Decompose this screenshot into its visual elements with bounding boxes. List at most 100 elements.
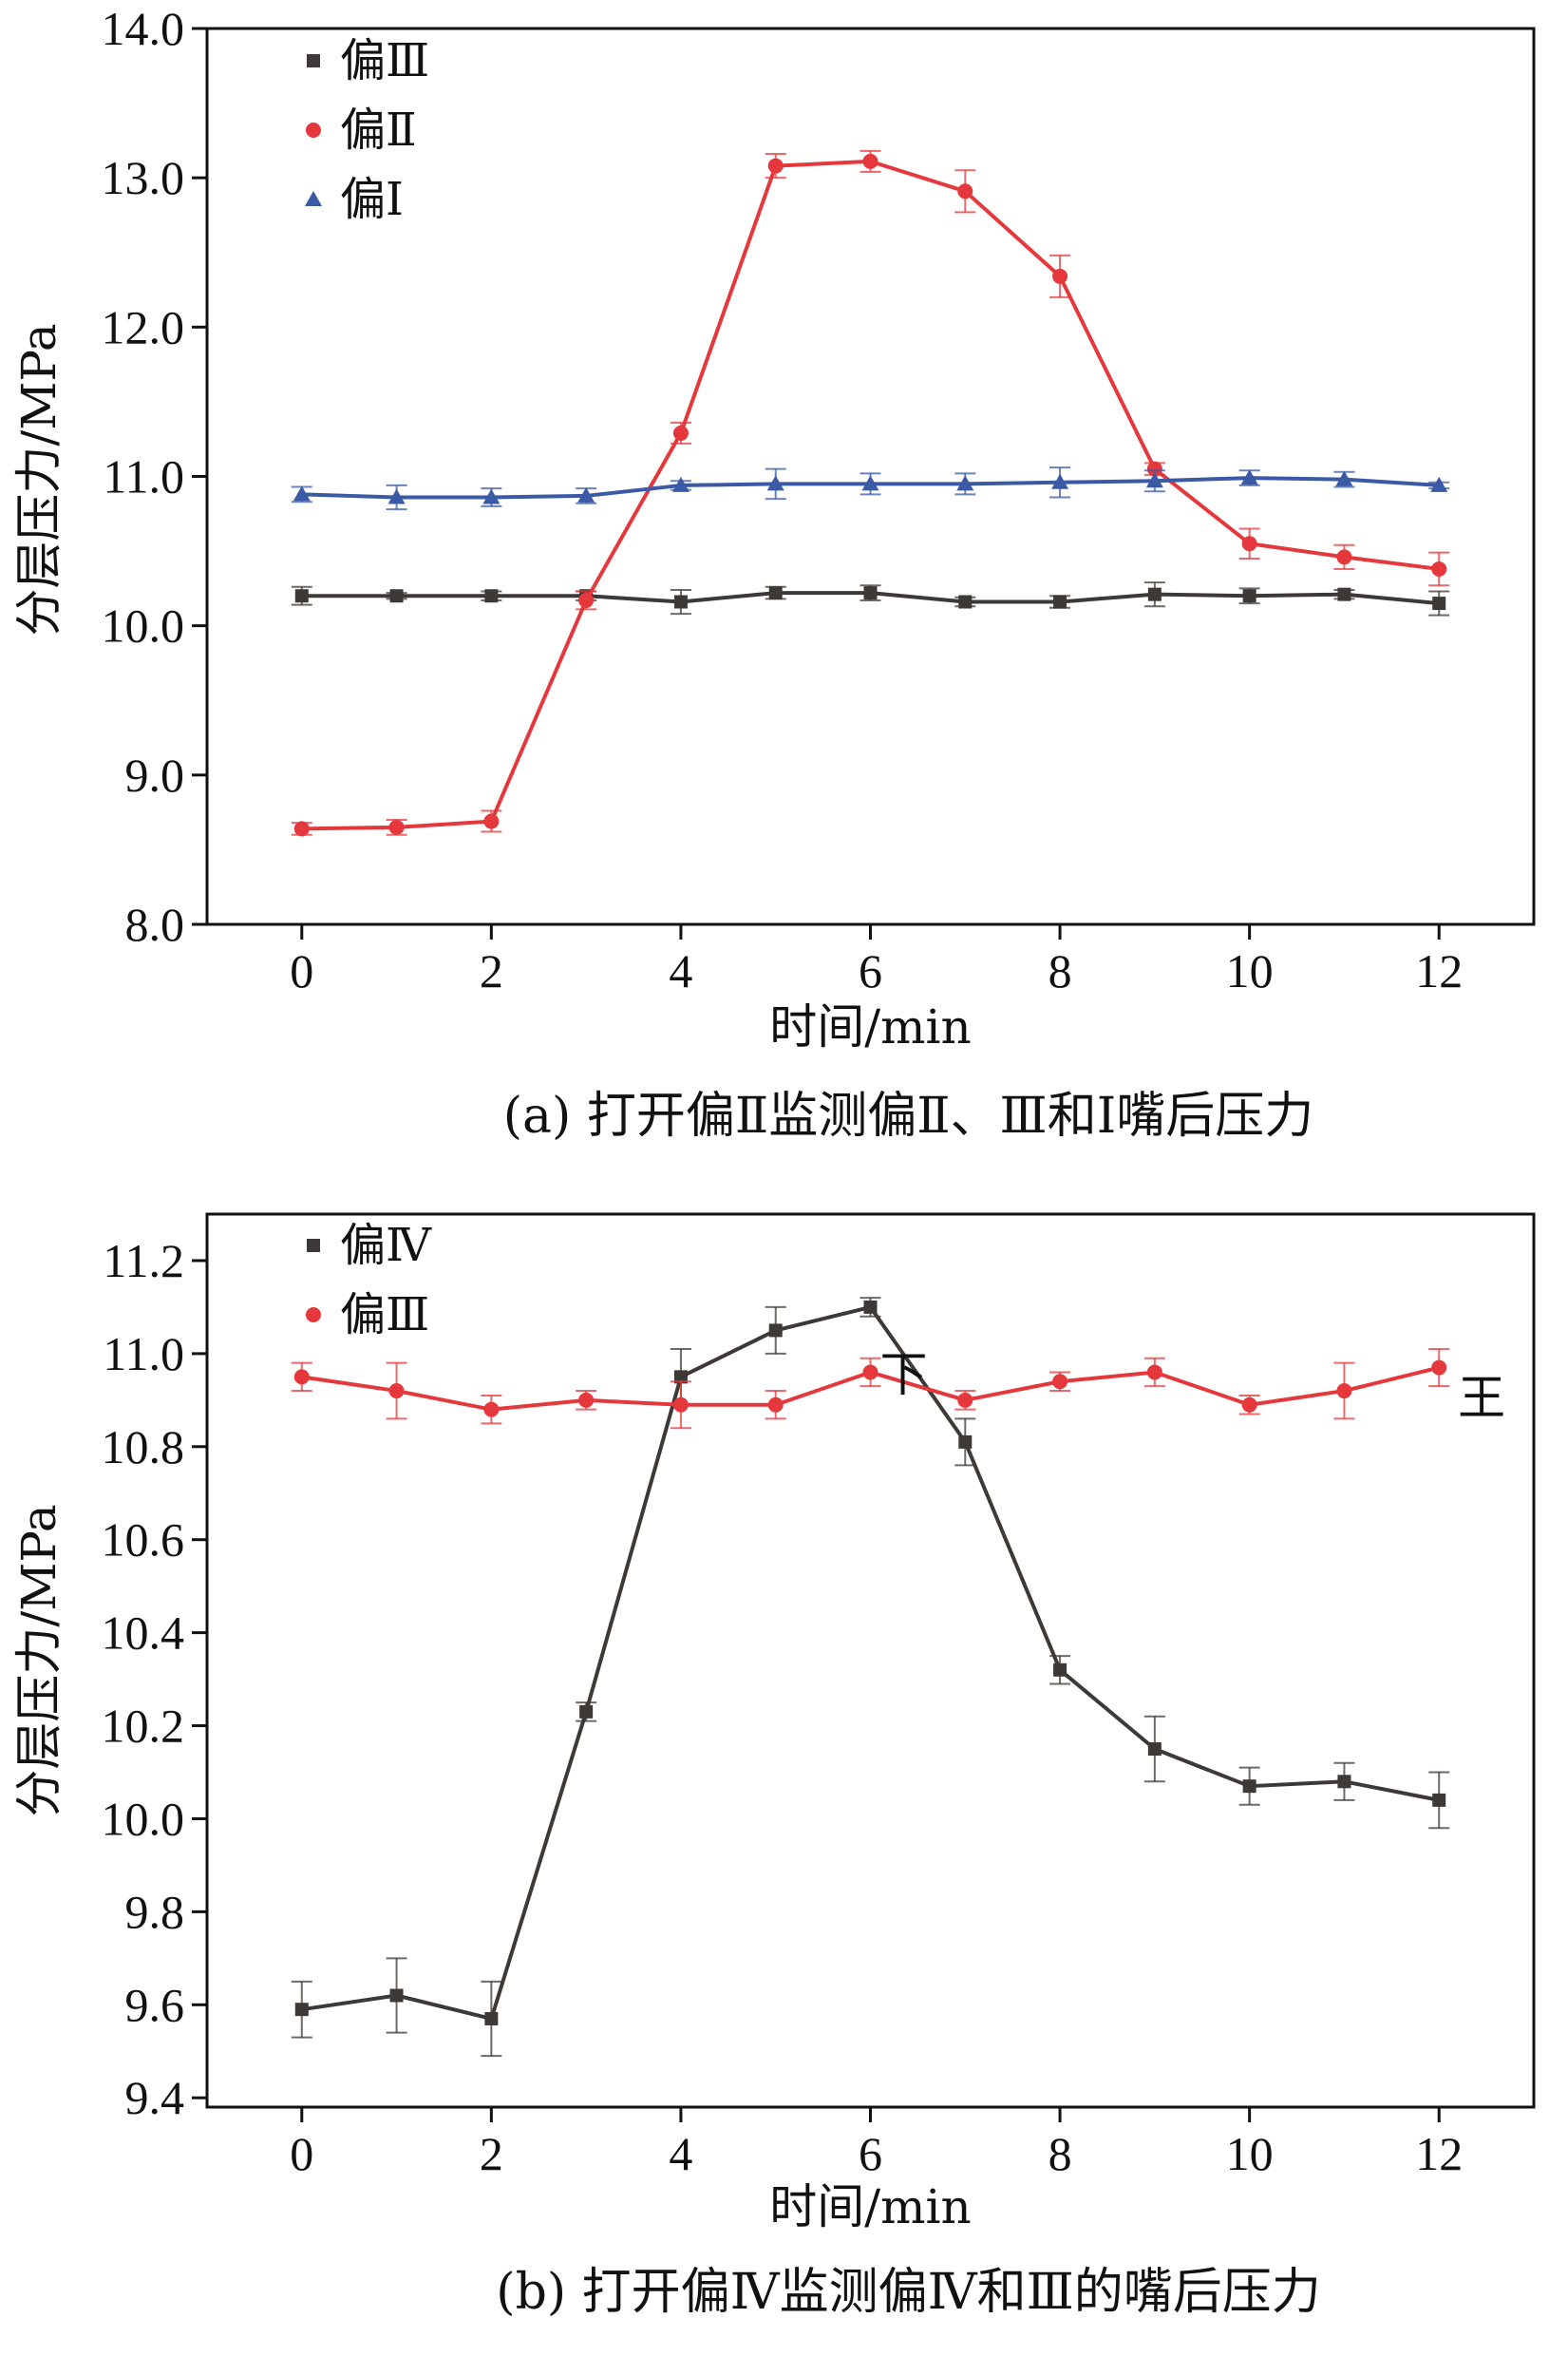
data-point [483, 813, 500, 829]
data-point [673, 595, 688, 609]
x-tick-label: 8 [1048, 2127, 1072, 2180]
panel-b: 0 2 4 6 8 10 12 9.4 9.6 9.8 10.0 10.2 10.4 10.6 10.8 11… [11, 1212, 1536, 2321]
data-point [1336, 1383, 1352, 1399]
series-square [291, 1297, 1450, 2058]
data-point [389, 1988, 404, 2003]
data-point [1146, 1364, 1162, 1380]
x-tick-label: 10 [1226, 944, 1274, 998]
series-circle [291, 149, 1450, 837]
data-point [1432, 597, 1446, 611]
y-tick-label: 10.4 [102, 1606, 185, 1660]
x-tick-label: 6 [859, 944, 882, 998]
data-point [671, 476, 690, 492]
data-point [957, 1392, 973, 1408]
y-tick-label: 10.8 [102, 1420, 185, 1473]
data-point [1242, 589, 1256, 603]
panel-a: 0 2 4 6 8 10 12 8.0 9.0 10.0 11.0 12.0 13.0 14.0 时间/mi… [11, 2, 1536, 1145]
x-tick-label: 12 [1415, 944, 1463, 998]
panel-caption: (b) 打开偏Ⅳ监测偏Ⅳ和Ⅲ的嘴后压力 [496, 2264, 1320, 2321]
data-point [1147, 1742, 1162, 1757]
data-point [579, 1704, 594, 1719]
data-point [767, 1396, 784, 1413]
legend-marker [306, 1307, 321, 1322]
data-point [1337, 587, 1351, 601]
x-tick-label: 12 [1415, 2127, 1463, 2180]
data-point [1147, 587, 1162, 601]
y-tick-label: 11.0 [103, 450, 184, 504]
x-tick-label: 0 [290, 944, 313, 998]
data-point [1432, 1793, 1446, 1807]
y-tick-label: 9.0 [125, 749, 185, 802]
data-point [1430, 476, 1448, 492]
x-tick-label: 10 [1226, 2127, 1274, 2180]
data-point [768, 586, 783, 600]
series-circle [291, 1347, 1450, 1430]
data-point [388, 1383, 405, 1399]
data-point [768, 1323, 783, 1338]
x-tick-label: 0 [290, 2127, 313, 2180]
y-tick-label: 9.4 [125, 2071, 185, 2124]
y-tick-label: 10.0 [102, 599, 185, 653]
y-axis-title: 分层压力/MPa [11, 1504, 66, 1816]
data-point [766, 475, 784, 491]
data-point [1431, 560, 1447, 577]
y-tick-label: 9.8 [125, 1885, 185, 1938]
y-tick-label: 11.2 [103, 1234, 184, 1287]
y-tick-label: 10.6 [102, 1513, 185, 1567]
y-tick-label: 8.0 [125, 898, 185, 951]
data-point [1241, 1396, 1257, 1413]
data-point [1053, 595, 1067, 609]
y-axis-title: 分层压力/MPa [11, 323, 66, 636]
legend-label: 偏Ⅱ [340, 104, 417, 157]
data-point [1240, 469, 1258, 485]
data-point [1241, 536, 1257, 552]
data-point [862, 153, 878, 169]
legend-label: 偏Ⅳ [340, 1219, 432, 1272]
annotation-text: 下 [879, 1347, 927, 1402]
data-point [484, 589, 499, 603]
data-point [957, 183, 973, 200]
data-point [1053, 1662, 1067, 1677]
data-point [1052, 268, 1068, 284]
data-point [672, 1396, 689, 1413]
data-point [1336, 549, 1352, 565]
data-point [863, 1300, 878, 1314]
legend-marker [307, 54, 320, 67]
y-tick-label: 12.0 [102, 300, 185, 353]
data-point [578, 1392, 595, 1408]
data-point [1337, 1775, 1351, 1789]
legend-label: 偏Ⅰ [340, 173, 404, 226]
data-point [958, 1434, 973, 1449]
legend-label: 偏Ⅲ [340, 34, 429, 87]
legend-marker [307, 1239, 320, 1252]
x-tick-label: 4 [669, 944, 692, 998]
x-axis-title: 时间/min [769, 2179, 971, 2234]
data-point [483, 1401, 500, 1417]
data-point [294, 2003, 309, 2017]
x-tick-label: 8 [1048, 944, 1072, 998]
data-point [767, 158, 784, 174]
data-point [578, 592, 595, 608]
data-point [1431, 1359, 1447, 1376]
data-point [484, 2011, 499, 2025]
data-point [1145, 472, 1163, 488]
series-triangle [291, 466, 1450, 511]
y-tick-label: 13.0 [102, 151, 185, 204]
x-tick-label: 2 [480, 944, 503, 998]
annotation-text: 王 [1458, 1371, 1505, 1426]
data-point [294, 589, 309, 603]
data-point [387, 488, 406, 504]
data-point [577, 486, 595, 503]
data-point [673, 1370, 688, 1384]
data-point [862, 1364, 878, 1380]
data-point [293, 1369, 310, 1385]
y-tick-label: 10.0 [102, 1792, 185, 1845]
data-point [389, 589, 404, 603]
data-point [1335, 470, 1353, 486]
data-point [672, 425, 689, 441]
x-tick-label: 2 [480, 2127, 503, 2180]
y-tick-label: 14.0 [102, 2, 185, 55]
data-point [293, 821, 310, 837]
legend-marker [306, 123, 321, 138]
